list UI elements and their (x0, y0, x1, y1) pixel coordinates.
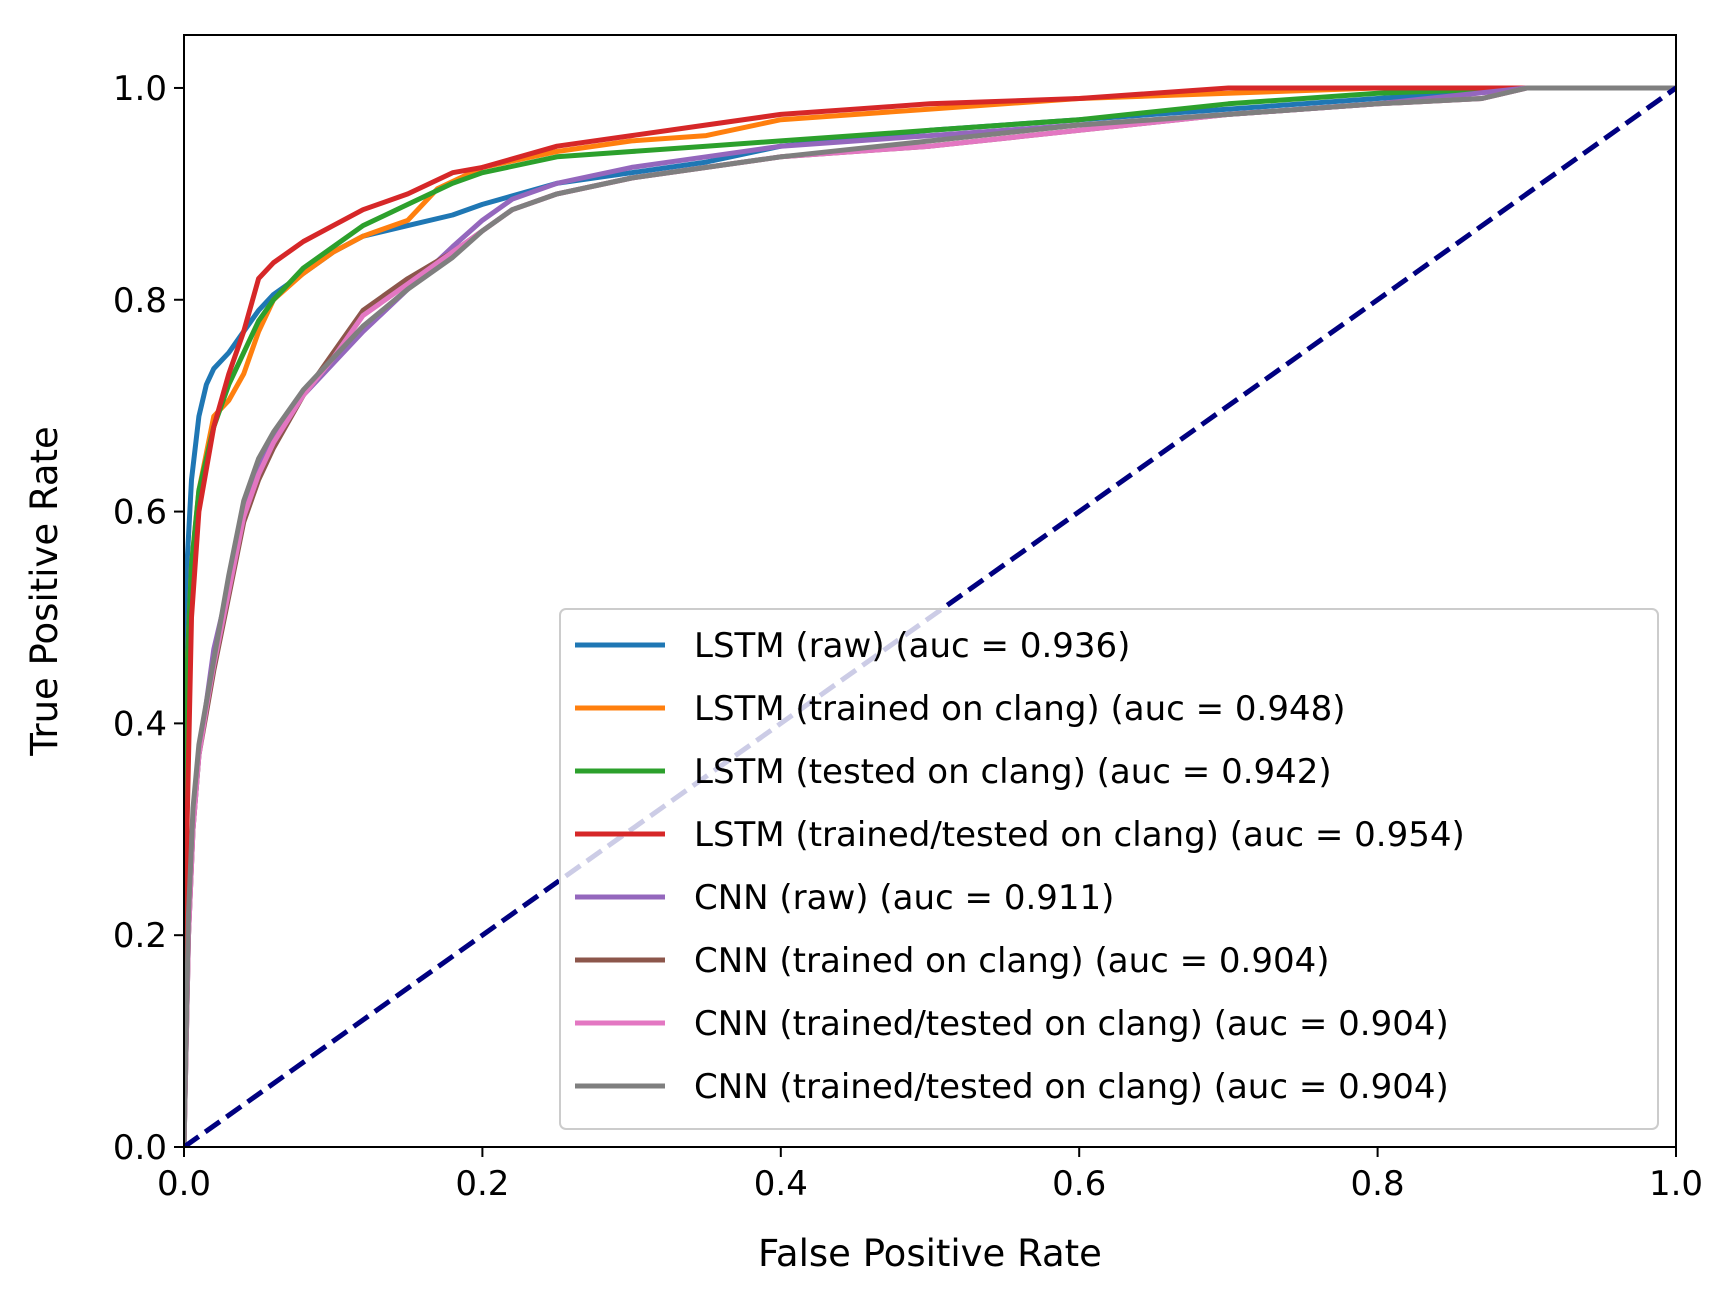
x-tick-label: 0.2 (455, 1164, 509, 1204)
x-tick-label: 0.8 (1351, 1164, 1405, 1204)
legend-label: CNN (raw) (auc = 0.911) (694, 878, 1114, 918)
legend-label: LSTM (tested on clang) (auc = 0.942) (694, 752, 1332, 792)
series-layer (184, 85, 1676, 1147)
legend-label: LSTM (trained on clang) (auc = 0.948) (694, 689, 1346, 729)
plot-frame (183, 34, 1677, 1148)
legend-box (559, 608, 1659, 1130)
y-tick-label: 0.2 (113, 916, 167, 956)
legend-label: CNN (trained/tested on clang) (auc = 0.9… (694, 1067, 1449, 1107)
legend-label: LSTM (raw) (auc = 0.936) (694, 626, 1130, 666)
legend-label: CNN (trained on clang) (auc = 0.904) (694, 941, 1330, 981)
y-tick-label: 0.4 (113, 704, 167, 744)
series-line-3 (184, 85, 1676, 1147)
y-axis-ticks: 0.0 0.2 0.4 0.6 0.8 1.0 (113, 69, 184, 1168)
legend-label: CNN (trained/tested on clang) (auc = 0.9… (694, 1004, 1449, 1044)
x-tick-label: 0.0 (157, 1164, 211, 1204)
series-line-7 (184, 85, 1676, 1147)
x-tick-label: 0.6 (1052, 1164, 1106, 1204)
legend: LSTM (raw) (auc = 0.936) LSTM (trained on… (559, 608, 1659, 1130)
y-tick-label: 1.0 (113, 69, 167, 109)
x-axis-ticks: 0.0 0.2 0.4 0.6 0.8 1.0 (157, 1147, 1703, 1204)
y-tick-label: 0.6 (113, 493, 167, 533)
x-tick-label: 0.4 (754, 1164, 808, 1204)
y-tick-label: 0.8 (113, 281, 167, 321)
y-tick-label: 0.0 (113, 1128, 167, 1168)
y-axis-label: True Positive Rate (23, 426, 66, 757)
x-tick-label: 1.0 (1649, 1164, 1703, 1204)
x-axis-label: False Positive Rate (758, 1232, 1102, 1275)
legend-label: LSTM (trained/tested on clang) (auc = 0.… (694, 815, 1465, 855)
